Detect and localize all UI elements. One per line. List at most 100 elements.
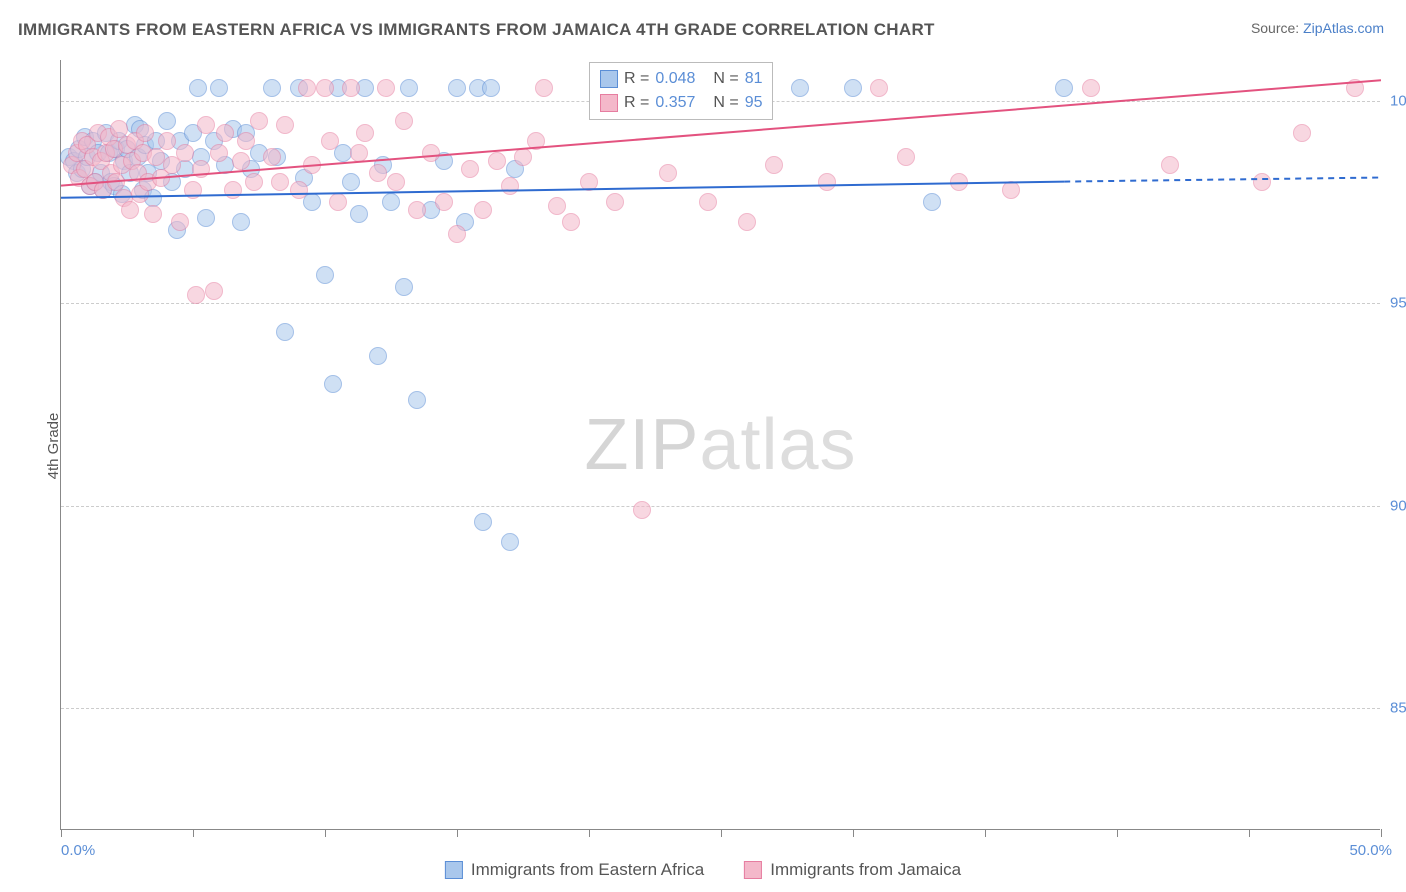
data-point	[514, 148, 532, 166]
y-tick-label: 100.0%	[1390, 92, 1406, 109]
watermark-zip: ZIP	[584, 405, 699, 485]
x-tick-label: 0.0%	[61, 842, 95, 859]
data-point	[562, 213, 580, 231]
data-point	[356, 124, 374, 142]
data-point	[197, 116, 215, 134]
data-point	[395, 112, 413, 130]
data-point	[176, 144, 194, 162]
data-point	[324, 375, 342, 393]
n-value: 81	[745, 70, 763, 88]
source-link[interactable]: ZipAtlas.com	[1303, 20, 1384, 36]
data-point	[210, 144, 228, 162]
y-tick-label: 95.0%	[1390, 295, 1406, 312]
data-point	[435, 193, 453, 211]
data-point	[205, 282, 223, 300]
legend-label-jamaica: Immigrants from Jamaica	[770, 860, 961, 880]
data-point	[408, 201, 426, 219]
data-point	[237, 132, 255, 150]
x-tick	[1117, 829, 1118, 837]
data-point	[263, 79, 281, 97]
stats-legend-row: R =0.048N =81	[600, 67, 762, 91]
swatch-icon	[600, 70, 618, 88]
data-point	[870, 79, 888, 97]
n-value: 95	[745, 94, 763, 112]
legend-item-eastern-africa: Immigrants from Eastern Africa	[445, 860, 704, 880]
data-point	[321, 132, 339, 150]
data-point	[224, 181, 242, 199]
data-point	[923, 193, 941, 211]
data-point	[950, 173, 968, 191]
source-label: Source: ZipAtlas.com	[1251, 20, 1384, 36]
legend-label-eastern-africa: Immigrants from Eastern Africa	[471, 860, 704, 880]
data-point	[192, 160, 210, 178]
data-point	[276, 323, 294, 341]
data-point	[184, 181, 202, 199]
data-point	[408, 391, 426, 409]
y-tick-label: 85.0%	[1390, 700, 1406, 717]
stats-legend-row: R =0.357N =95	[600, 91, 762, 115]
swatch-eastern-africa	[445, 861, 463, 879]
swatch-icon	[600, 94, 618, 112]
data-point	[316, 266, 334, 284]
data-point	[369, 347, 387, 365]
data-point	[342, 173, 360, 191]
data-point	[303, 193, 321, 211]
data-point	[342, 79, 360, 97]
data-point	[245, 173, 263, 191]
data-point	[548, 197, 566, 215]
data-point	[189, 79, 207, 97]
data-point	[387, 173, 405, 191]
x-tick	[325, 829, 326, 837]
data-point	[395, 278, 413, 296]
data-point	[263, 148, 281, 166]
data-point	[1161, 156, 1179, 174]
data-point	[448, 225, 466, 243]
data-point	[699, 193, 717, 211]
data-point	[382, 193, 400, 211]
data-point	[897, 148, 915, 166]
data-point	[501, 177, 519, 195]
x-tick-label: 50.0%	[1349, 842, 1392, 859]
data-point	[1293, 124, 1311, 142]
data-point	[1002, 181, 1020, 199]
data-point	[1346, 79, 1364, 97]
data-point	[633, 501, 651, 519]
data-point	[461, 160, 479, 178]
legend-item-jamaica: Immigrants from Jamaica	[744, 860, 961, 880]
chart-title: IMMIGRANTS FROM EASTERN AFRICA VS IMMIGR…	[18, 20, 935, 40]
n-label: N =	[713, 70, 738, 88]
plot-area: ZIPatlas 85.0%90.0%95.0%100.0%0.0%50.0%R…	[60, 60, 1380, 830]
x-tick	[61, 829, 62, 837]
data-point	[474, 513, 492, 531]
x-tick	[1381, 829, 1382, 837]
x-tick	[193, 829, 194, 837]
n-label: N =	[713, 94, 738, 112]
data-point	[350, 144, 368, 162]
swatch-jamaica	[744, 861, 762, 879]
data-point	[187, 286, 205, 304]
data-point	[501, 533, 519, 551]
y-tick-label: 90.0%	[1390, 497, 1406, 514]
data-point	[232, 152, 250, 170]
x-tick	[1249, 829, 1250, 837]
data-point	[580, 173, 598, 191]
gridline	[61, 708, 1380, 709]
r-value: 0.048	[655, 70, 707, 88]
x-tick	[589, 829, 590, 837]
data-point	[158, 112, 176, 130]
data-point	[791, 79, 809, 97]
data-point	[369, 164, 387, 182]
x-tick	[985, 829, 986, 837]
data-point	[1082, 79, 1100, 97]
data-point	[316, 79, 334, 97]
gridline	[61, 506, 1380, 507]
data-point	[377, 79, 395, 97]
watermark: ZIPatlas	[584, 404, 856, 486]
data-point	[171, 213, 189, 231]
data-point	[659, 164, 677, 182]
data-point	[488, 152, 506, 170]
data-point	[271, 173, 289, 191]
data-point	[136, 124, 154, 142]
data-point	[422, 144, 440, 162]
data-point	[210, 79, 228, 97]
